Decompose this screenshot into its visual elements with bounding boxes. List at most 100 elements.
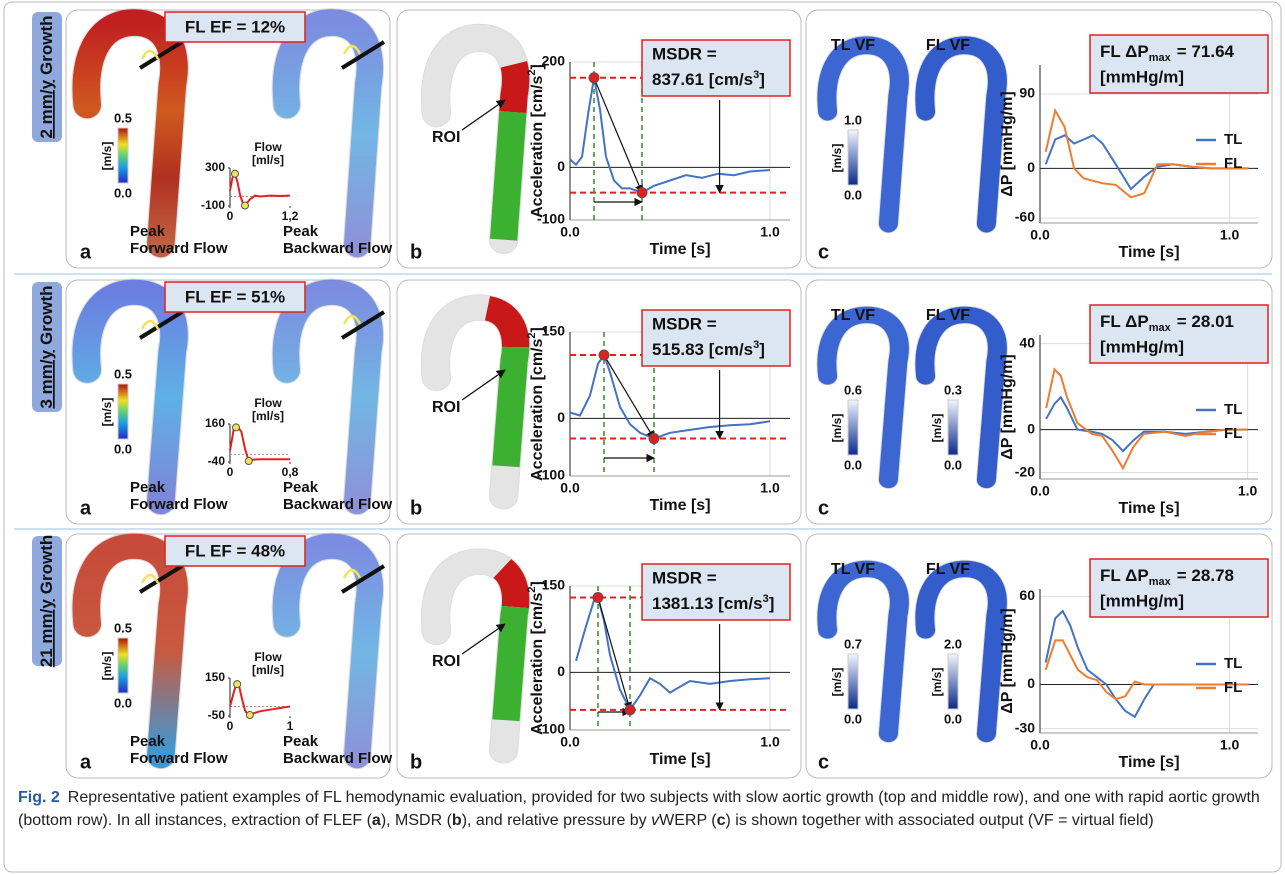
y-axis-label: ΔP [mmHg/m] [999, 608, 1016, 713]
colorbar-unit: [m/s] [100, 142, 114, 171]
x-tick-label: 0.0 [560, 224, 580, 240]
dp-unit: [mmHg/m] [1100, 337, 1184, 356]
colorbar-unit: [m/s] [100, 652, 114, 681]
figure: 2 mm/yGrowthFL EF = 12%0.50.0[m/s]300-10… [0, 0, 1285, 875]
x-tick-label: 1.0 [1220, 227, 1240, 243]
view-label: Backward Flow [283, 240, 393, 257]
dp-sub: max [1149, 576, 1172, 588]
y-axis-label-text: Acceleration [cm/s [529, 75, 546, 217]
min-point [637, 188, 647, 198]
vf-label: FL VF [926, 561, 970, 578]
y-axis-label: Acceleration [cm/s2] [526, 581, 546, 735]
y-axis-label: ΔP [mmHg/m] [999, 91, 1016, 196]
msdr-number: 1381.13 [cm/s [652, 594, 763, 613]
legend-label: FL [1224, 155, 1242, 172]
view-label: Peak [283, 223, 319, 240]
view-label: Forward Flow [130, 750, 228, 767]
ef-label: FL EF = 51% [185, 287, 285, 306]
colorbar [848, 400, 858, 455]
row-label: 21 mm/yGrowth [37, 535, 56, 668]
colorbar-min: 0.0 [844, 457, 862, 472]
ef-label: FL EF = 12% [185, 17, 285, 36]
panel [66, 280, 390, 524]
dp-unit: [mmHg/m] [1100, 591, 1184, 610]
min-point [625, 705, 635, 715]
colorbar-min: 0.0 [844, 187, 862, 202]
inset-title: Flow [254, 650, 282, 664]
dp-value: = 28.01 [1177, 312, 1234, 331]
colorbar-max: 0.3 [944, 382, 962, 397]
view-label: Peak [283, 479, 319, 496]
legend-label: TL [1224, 131, 1242, 148]
legend-label: FL [1224, 425, 1242, 442]
legend-label: TL [1224, 401, 1242, 418]
panel-letter: a [80, 497, 92, 519]
y-tick-label: -100 [201, 198, 225, 212]
roi-label: ROI [432, 653, 460, 670]
caption-italic: v [651, 812, 659, 829]
x-tick-label: 0 [227, 465, 234, 479]
peak-point [233, 424, 240, 431]
colorbar [118, 128, 128, 183]
inset-title: Flow [254, 140, 282, 154]
inset-title: [ml/s] [252, 409, 284, 423]
panel-letter: a [80, 241, 92, 263]
colorbar-min: 0.0 [114, 695, 132, 710]
x-tick-label: 1.0 [760, 224, 780, 240]
y-tick-label: 60 [1019, 587, 1035, 603]
x-tick-label: 1.0 [760, 480, 780, 496]
panel-letter: c [818, 751, 829, 773]
dp-value: = 28.78 [1177, 566, 1234, 585]
msdr-head: MSDR = [652, 568, 717, 587]
y-tick-label: 0 [1027, 159, 1035, 175]
vf-label: FL VF [926, 37, 970, 54]
y-tick-label: 90 [1019, 85, 1035, 101]
y-tick-label: -20 [1015, 463, 1035, 479]
dp-head: FL ΔP [1100, 312, 1149, 331]
colorbar-max: 0.7 [844, 636, 862, 651]
colorbar-max: 0.5 [114, 110, 132, 125]
caption-text: ), and relative pressure by [462, 812, 651, 829]
x-axis-label: Time [s] [1118, 244, 1179, 261]
x-tick-label: 1.0 [760, 734, 780, 750]
view-label: Peak [130, 223, 166, 240]
colorbar [848, 130, 858, 185]
colorbar [118, 638, 128, 693]
x-axis-label: Time [s] [1118, 754, 1179, 771]
x-tick-label: 1,2 [282, 209, 299, 223]
msdr-number: 515.83 [cm/s [652, 340, 753, 359]
panel-letter: c [818, 241, 829, 263]
dp-head: FL ΔP [1100, 566, 1149, 585]
growth-word: Growth [37, 285, 56, 345]
colorbar-unit: [m/s] [830, 144, 844, 173]
msdr-tail: ] [769, 594, 775, 613]
y-tick-label: 0 [557, 663, 565, 679]
legend-label: FL [1224, 679, 1242, 696]
x-tick-label: 0.0 [1030, 483, 1050, 499]
view-label: Forward Flow [130, 496, 228, 513]
y-axis-label-tail: ] [529, 64, 546, 69]
y-tick-label: -30 [1015, 719, 1035, 735]
roi-label: ROI [432, 129, 460, 146]
y-tick-label: 150 [205, 670, 225, 684]
colorbar-min: 0.0 [944, 711, 962, 726]
dp-unit: [mmHg/m] [1100, 67, 1184, 86]
peak-point [589, 73, 599, 83]
min-point [245, 458, 252, 465]
y-axis-label: Acceleration [cm/s2] [526, 64, 546, 218]
caption-text: ) is shown together with associated outp… [726, 812, 1154, 829]
roi-label: ROI [432, 399, 460, 416]
view-label: Forward Flow [130, 240, 228, 257]
panel-letter: a [80, 751, 92, 773]
view-label: Peak [130, 733, 166, 750]
view-label: Peak [130, 479, 166, 496]
colorbar-max: 1.0 [844, 112, 862, 127]
growth-word: Growth [37, 535, 56, 595]
msdr-head: MSDR = [652, 44, 717, 63]
min-point [649, 434, 659, 444]
colorbar-max: 2.0 [944, 636, 962, 651]
vf-label: TL VF [831, 307, 875, 324]
colorbar-unit: [m/s] [100, 398, 114, 427]
